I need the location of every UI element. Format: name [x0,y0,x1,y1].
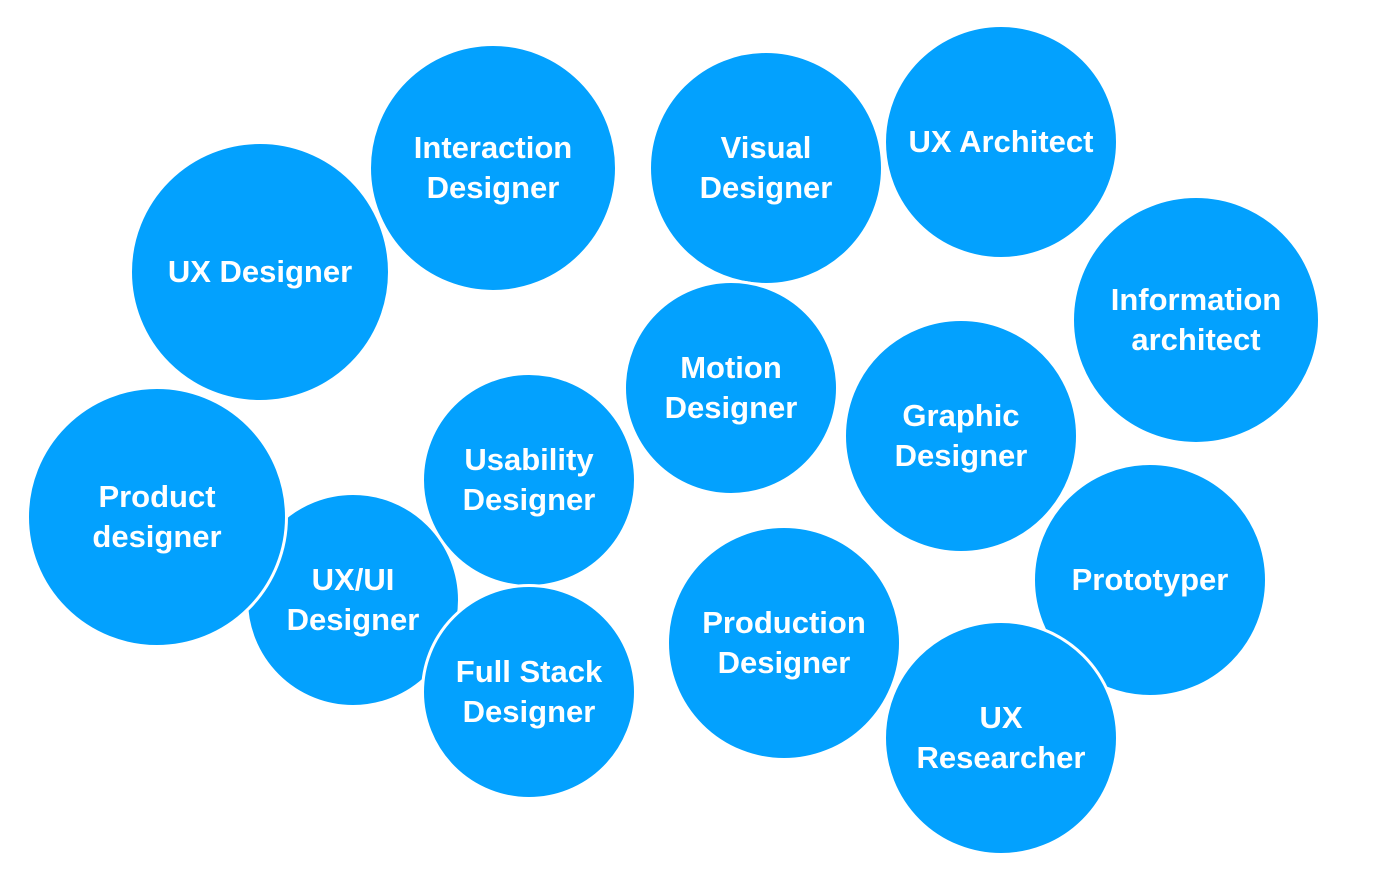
bubble-information-architect: Information architect [1071,195,1321,445]
bubble-motion-designer: Motion Designer [623,280,839,496]
bubble-ux-researcher: UX Researcher [883,620,1119,856]
bubble-label: Product designer [92,479,222,554]
bubble-product-designer: Product designer [26,386,288,648]
bubble-label: Graphic Designer [894,398,1028,473]
bubble-interaction-designer: Interaction Designer [368,43,618,293]
bubble-label: Visual Designer [699,130,833,205]
bubble-label: UX Architect [908,124,1094,159]
bubble-label: Full Stack Designer [455,654,603,729]
bubble-visual-designer: Visual Designer [648,50,884,286]
bubble-usability-designer: Usability Designer [421,372,637,588]
bubble-label: Prototyper [1071,562,1229,597]
bubble-label: Production Designer [702,605,866,680]
bubble-label: Interaction Designer [413,130,573,205]
bubble-label: Information architect [1110,282,1282,357]
bubble-ux-designer: UX Designer [129,141,391,403]
bubble-full-stack-designer: Full Stack Designer [421,584,637,800]
bubble-label: UX/UI Designer [286,562,420,637]
bubble-label: UX Designer [167,254,353,289]
bubble-label: Usability Designer [462,442,596,517]
bubble-label: Motion Designer [664,350,798,425]
bubble-production-designer: Production Designer [666,525,902,761]
bubble-label: UX Researcher [916,700,1086,775]
bubble-graphic-designer: Graphic Designer [843,318,1079,554]
bubble-ux-architect: UX Architect [883,24,1119,260]
